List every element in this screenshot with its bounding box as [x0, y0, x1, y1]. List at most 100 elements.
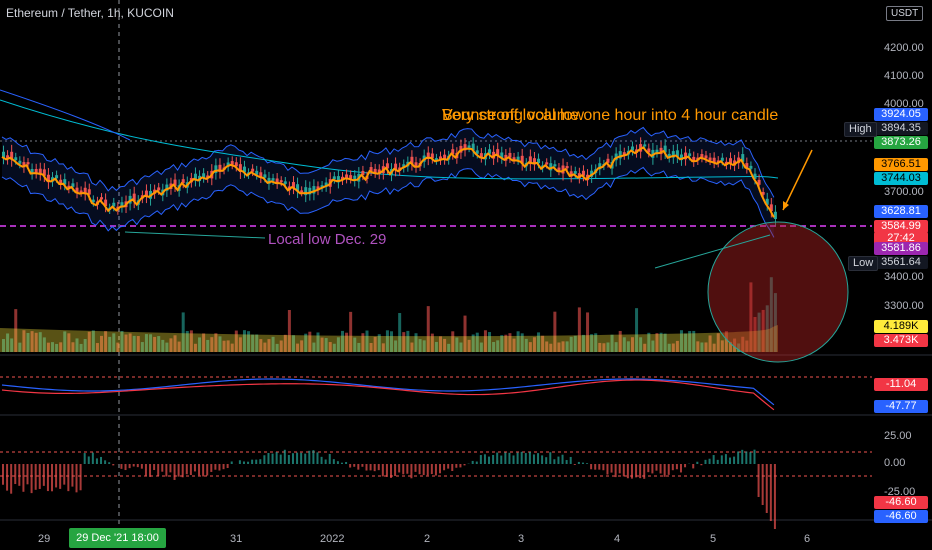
candle-body — [144, 190, 148, 197]
candle-body — [67, 185, 71, 189]
volume-bar — [724, 331, 728, 352]
osc-bar — [169, 464, 172, 473]
volume-bar — [573, 335, 577, 352]
osc-bar — [214, 464, 217, 470]
volume-bar — [161, 339, 165, 352]
osc-bar — [365, 464, 368, 471]
volume-bar — [410, 342, 414, 352]
candle-body — [402, 164, 406, 168]
bollinger-lower — [1, 166, 775, 238]
volume-bar — [83, 339, 87, 352]
volume-bar — [177, 341, 181, 352]
osc-bar — [651, 464, 654, 474]
candle-body — [528, 156, 532, 165]
volume-bar — [210, 337, 214, 352]
volume-bar — [663, 333, 667, 352]
candle-body — [741, 154, 745, 162]
osc-bar — [479, 455, 482, 464]
annotation-volume[interactable]: Very strong volume one hour into 4 hour … — [442, 107, 779, 124]
volume-bar — [549, 343, 553, 352]
candle-body — [545, 162, 549, 165]
volume-bar — [193, 343, 197, 352]
candle-body — [459, 145, 463, 153]
volume-bar — [255, 334, 259, 352]
candle-body — [773, 211, 777, 220]
volume-tag: 3.473K — [874, 334, 928, 347]
volume-bar — [659, 332, 663, 352]
volume-bar — [700, 342, 704, 352]
candle-body — [202, 173, 206, 178]
osc-bar — [91, 452, 94, 464]
candle-body — [659, 147, 663, 155]
osc-bar — [83, 453, 86, 464]
osc-bar — [14, 464, 17, 485]
volume-bar — [157, 336, 161, 352]
osc-bar — [512, 455, 515, 464]
time-label: 29 — [38, 533, 51, 545]
volume-bar — [675, 340, 679, 352]
candle-body — [614, 153, 618, 161]
osc-bar — [630, 464, 633, 479]
volume-bar — [545, 341, 549, 352]
candle-body — [704, 155, 708, 159]
price-tick: 3700.00 — [884, 186, 924, 198]
osc-bar — [622, 464, 625, 477]
volume-bar — [447, 343, 451, 352]
osc-bar — [655, 464, 658, 471]
volume-bar — [716, 333, 720, 352]
candle-body — [430, 153, 434, 159]
osc-bar — [394, 464, 397, 476]
osc-bar — [463, 464, 466, 466]
osc-bar — [692, 464, 695, 469]
osc-bar — [173, 464, 176, 480]
green-arrow-left — [124, 231, 266, 239]
osc-bar — [667, 464, 670, 475]
high-label: High — [844, 122, 877, 137]
candle-body — [10, 151, 14, 160]
osc-bar — [586, 463, 589, 464]
candle-body — [655, 149, 659, 153]
volume-bar — [218, 336, 222, 352]
osc-tag: -46.60 — [874, 496, 928, 509]
candle-body — [630, 146, 634, 151]
osc-bar — [210, 464, 213, 472]
volume-bar — [712, 343, 716, 352]
annotation-local-low[interactable]: Local low Dec. 29 — [268, 231, 387, 248]
osc-bar — [385, 464, 388, 477]
candle-body — [753, 173, 757, 179]
osc-bar — [745, 451, 748, 464]
osc-bar — [504, 452, 507, 464]
osc-bar — [104, 460, 107, 464]
volume-bar — [765, 305, 769, 352]
osc-bar — [153, 464, 156, 471]
candle-body — [71, 183, 75, 187]
volume-bar — [769, 277, 773, 352]
price-tag-high: 3894.35 — [874, 122, 928, 135]
volume-bar — [181, 312, 185, 352]
osc-bar — [500, 455, 503, 464]
osc-bar — [308, 450, 311, 464]
volume-bar — [95, 343, 99, 352]
volume-bar — [430, 333, 434, 352]
volume-bar — [22, 330, 26, 352]
osc-bar — [75, 464, 78, 493]
volume-bar — [275, 343, 279, 352]
volume-bar — [238, 337, 242, 352]
currency-badge[interactable]: USDT — [886, 6, 924, 21]
osc-bar — [255, 459, 258, 464]
time-label: 3 — [518, 533, 525, 545]
osc-bar — [769, 464, 772, 521]
osc-bar — [704, 459, 707, 464]
volume-bar — [561, 341, 565, 352]
volume-bar — [381, 343, 385, 352]
volume-bar — [226, 340, 230, 352]
osc-bar — [287, 454, 290, 464]
volume-bar — [18, 342, 22, 352]
time-label: 2 — [424, 533, 431, 545]
annotation-bounce[interactable]: Bounce off local low — [442, 107, 585, 124]
volume-bar — [708, 335, 712, 352]
low-label: Low — [848, 256, 879, 271]
symbol-title: Ethereum / Tether, 1h, KUCOIN — [6, 6, 174, 20]
